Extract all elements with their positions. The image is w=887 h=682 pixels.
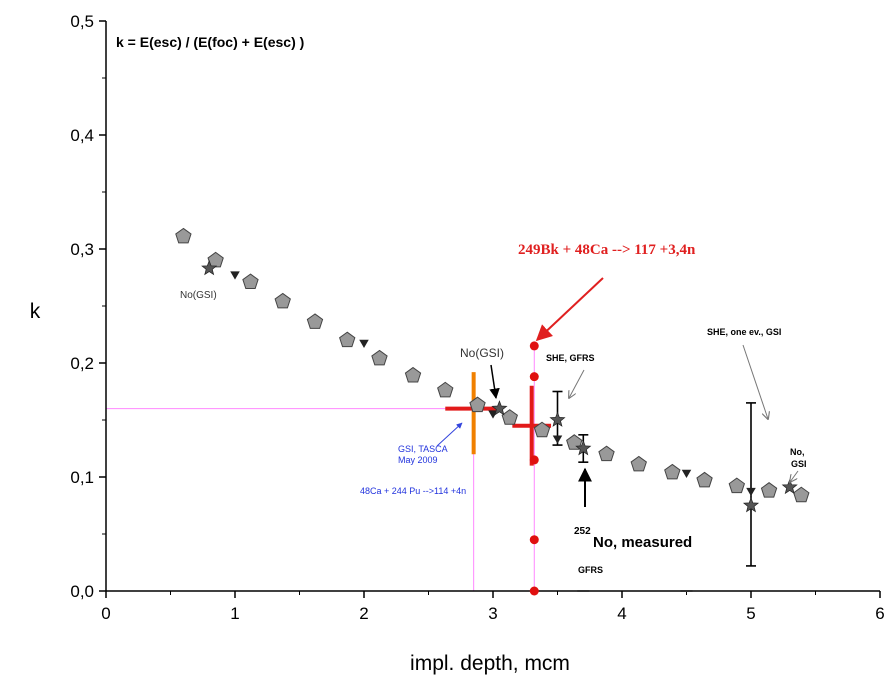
- y-tick-label: 0,3: [70, 240, 94, 259]
- data-point-pentagon: [760, 482, 778, 498]
- data-point-pentagon: [501, 409, 518, 425]
- data-point-pentagon: [696, 471, 713, 488]
- data-point-pentagon: [664, 463, 681, 480]
- data-point-circle: [529, 372, 539, 382]
- annotation-no-measured: No, measured: [593, 534, 692, 551]
- arrow-she-gfrs: [569, 369, 585, 398]
- y-ticks: 0,0 0,1 0,2 0,3 0,4 0,5: [70, 12, 106, 601]
- y-tick-label: 0,5: [70, 12, 94, 31]
- x-tick-label: 2: [359, 604, 368, 623]
- x-tick-label: 4: [617, 604, 626, 623]
- data-point-pentagon: [274, 292, 291, 309]
- data-marks: [175, 227, 810, 596]
- annotation-no-gsi-right-2: GSI: [791, 459, 807, 469]
- data-point-pentagon: [793, 486, 810, 503]
- y-tick-label: 0,0: [70, 582, 94, 601]
- x-tick-label: 0: [101, 604, 110, 623]
- arrow-she-one-ev: [742, 344, 768, 419]
- crosses: [445, 372, 552, 466]
- data-point-triangle: [746, 487, 756, 497]
- y-tick-label: 0,4: [70, 126, 94, 145]
- data-point-triangle: [681, 469, 692, 478]
- arrow-no-gsi-right: [790, 470, 799, 482]
- data-point-pentagon: [630, 455, 647, 472]
- data-point-triangle: [552, 435, 563, 444]
- data-point-pentagon: [533, 421, 551, 438]
- data-point-pentagon: [728, 477, 746, 494]
- data-point-star: [549, 411, 566, 427]
- data-point-star: [781, 478, 798, 495]
- y-tick-label: 0,2: [70, 354, 94, 373]
- annotation-gsi-tasca-1: GSI, TASCA: [398, 444, 448, 454]
- annotation-reaction-114: 48Ca + 244 Pu -->114 +4n: [360, 486, 466, 496]
- arrow-gsi-tasca: [436, 422, 463, 447]
- data-point-pentagon: [437, 381, 454, 398]
- data-point-pentagon: [339, 331, 356, 348]
- data-point-pentagon: [306, 313, 324, 329]
- data-point-circle: [529, 535, 539, 545]
- data-point-pentagon: [371, 349, 388, 366]
- data-point-circle: [529, 341, 539, 351]
- data-point-star: [742, 497, 760, 513]
- data-point-star: [575, 440, 592, 456]
- y-tick-label: 0,1: [70, 468, 94, 487]
- arrow-reaction-117: [535, 277, 604, 342]
- x-ticks: 0 1 2 3 4 5 6: [101, 591, 885, 623]
- x-axis-title: impl. depth, mcm: [410, 652, 570, 675]
- data-point-triangle: [230, 271, 240, 280]
- annotation-no-gsi-right-1: No,: [790, 447, 805, 457]
- formula-label: k = E(esc) / (E(foc) + E(esc) ): [116, 34, 304, 50]
- guide-lines: [106, 345, 535, 591]
- x-tick-label: 3: [488, 604, 497, 623]
- data-point-pentagon: [404, 366, 422, 383]
- annotation-reaction-117: 249Bk + 48Ca --> 117 +3,4n: [518, 242, 696, 258]
- axes: 0 1 2 3 4 5 6 0,0 0,1 0,2 0,3 0,4 0,5: [70, 12, 884, 623]
- x-tick-label: 5: [746, 604, 755, 623]
- x-tick-label: 6: [875, 604, 884, 623]
- data-point-pentagon: [469, 396, 486, 413]
- data-point-pentagon: [598, 445, 615, 462]
- data-point-pentagon: [242, 273, 259, 290]
- data-point-star: [201, 259, 218, 276]
- arrow-no-gsi: [489, 364, 500, 400]
- data-point-pentagon: [175, 227, 192, 244]
- annotation-she-one-ev: SHE, one ev., GSI: [707, 327, 781, 337]
- data-point-star: [491, 400, 508, 416]
- annotations: No(GSI) No(GSI) SHE, GFRS SHE, one ev., …: [180, 242, 807, 575]
- data-point-circle: [529, 586, 539, 596]
- annotation-no-measured-sup: 252: [574, 526, 591, 537]
- data-point-pentagon: [566, 434, 583, 450]
- x-tick-label: 1: [230, 604, 239, 623]
- annotation-gfrs: GFRS: [578, 565, 603, 575]
- annotation-no-gsi-left: No(GSI): [180, 290, 217, 301]
- annotation-she-gfrs: SHE, GFRS: [546, 353, 595, 363]
- annotation-no-gsi-mid: No(GSI): [460, 346, 504, 360]
- data-point-triangle: [359, 339, 369, 348]
- y-axis-title: k: [30, 300, 41, 323]
- annotation-gsi-tasca-2: May 2009: [398, 455, 438, 465]
- data-point-circle: [529, 455, 539, 465]
